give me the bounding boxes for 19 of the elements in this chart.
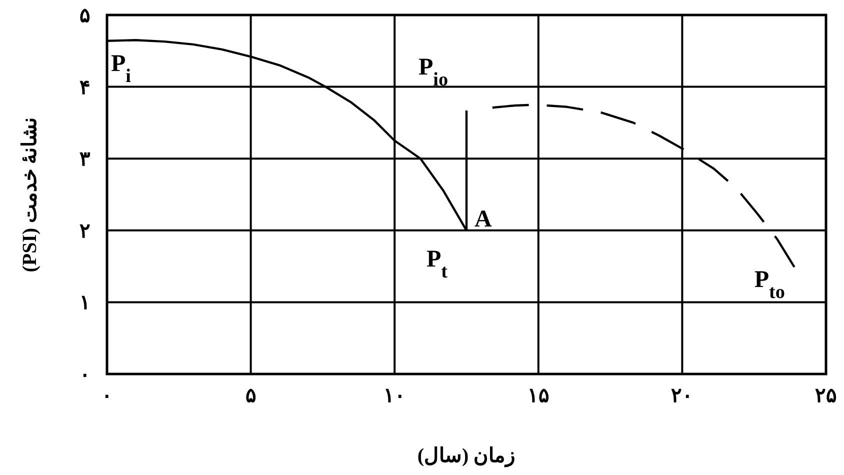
annotation: A [474,206,492,232]
x-tick-label: ۱۵ [527,385,550,407]
annotation: P$_{to}$ [754,267,786,303]
x-axis-title: زمان (سال) [417,445,516,468]
x-tick-label: ۱۰ [384,385,406,407]
annotation: P$_{io}$ [418,54,448,90]
y-axis-title: نشانهٔ خدمت (PSI) [19,116,41,272]
annotation: P$_{t}$ [426,246,448,282]
y-tick-label: ۲ [80,220,90,242]
y-tick-label: ۵ [80,5,90,27]
annotation: P$_{i}$ [111,50,132,86]
x-tick-label: ۰ [102,385,112,407]
y-tick-label: ۱ [80,292,90,314]
y-tick-label: ۴ [80,76,90,99]
y-tick-label: ۳ [80,148,90,171]
x-tick-label: ۵ [245,385,256,407]
y-tick-label: ۰ [80,364,90,386]
x-tick-label: ۲۵ [815,385,837,407]
x-tick-label: ۲۰ [671,385,694,407]
